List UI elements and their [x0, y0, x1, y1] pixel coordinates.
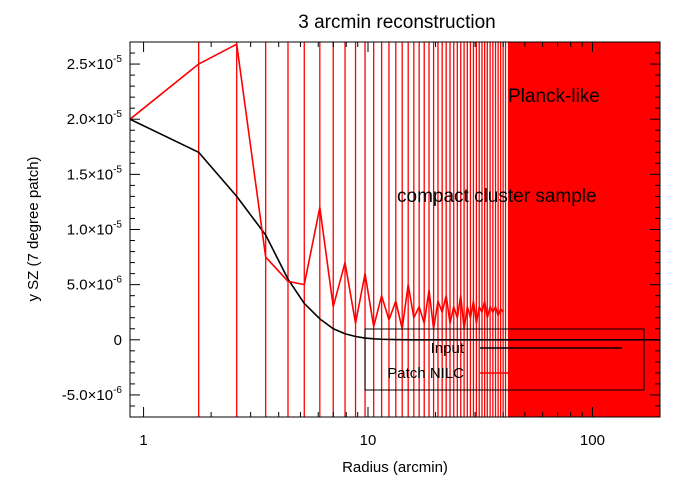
x-tick-label: 1 [139, 432, 147, 449]
y-tick-label: 2.0×10-5 [67, 109, 123, 128]
y-axis-ticks: -5.0×10-6 0 5.0×10-6 1.0×10-5 1.5×10-5 2.0×10… [62, 41, 660, 418]
y-tick-label: 5.0×10-6 [67, 275, 123, 294]
x-axis-ticks: 1 10 100 [139, 42, 661, 449]
y-tick-label: 1.0×10-5 [67, 220, 123, 239]
x-axis-label: Radius (arcmin) [342, 459, 448, 476]
legend-box [364, 328, 645, 391]
annotation-compact-cluster: compact cluster sample [397, 186, 597, 207]
chart-title: 3 arcmin reconstruction [298, 12, 495, 33]
series-lines [130, 43, 660, 341]
y-tick-label: -5.0×10-6 [62, 385, 123, 404]
shaded-region-rect [507, 42, 660, 417]
shaded-region [507, 42, 660, 417]
legend-label-input: Input [431, 340, 465, 357]
x-tick-label: 10 [360, 432, 377, 449]
y-tick-label: 1.5×10-5 [67, 164, 123, 183]
legend: Input Patch NILC [364, 328, 645, 391]
y-axis-label: y SZ (7 degree patch) [25, 156, 42, 301]
legend-label-patch-nilc: Patch NILC [387, 365, 464, 382]
series-line-input [130, 118, 660, 341]
y-tick-label: 0 [114, 332, 122, 349]
x-tick-label: 100 [580, 432, 605, 449]
y-tick-label: 2.5×10-5 [67, 54, 123, 73]
series-line-patch-nilc [130, 43, 504, 330]
vertical-lines [198, 42, 507, 417]
annotation-planck-like: Planck-like [508, 86, 600, 107]
